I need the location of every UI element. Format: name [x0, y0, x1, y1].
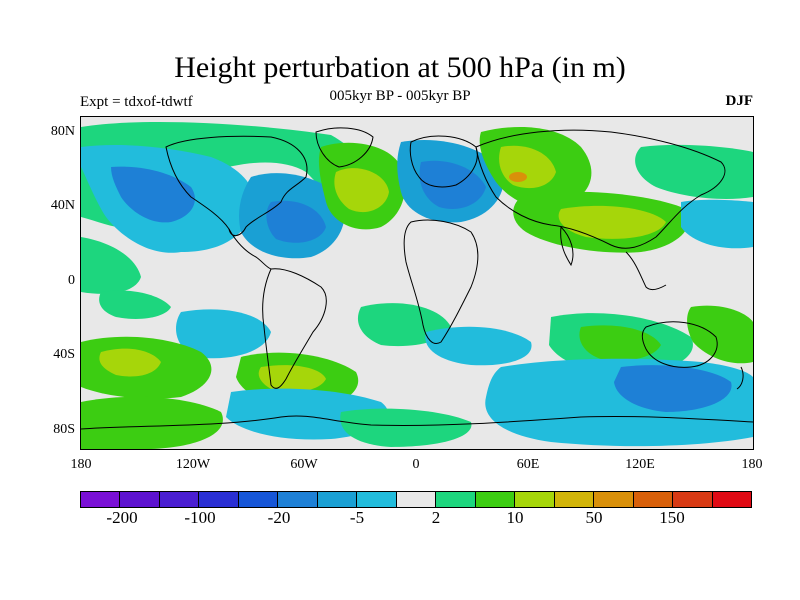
contour-south-atlantic-yellow [258, 365, 326, 392]
contour-europe-blue-dark [419, 160, 486, 209]
colorbar-label: 10 [506, 508, 524, 527]
colorbar-label: 2 [431, 508, 441, 527]
colorbar-swatch [554, 492, 595, 507]
colorbar-swatch [238, 492, 279, 507]
contour-so-blue-dark [614, 365, 732, 412]
x-tick-label: 180 [70, 457, 92, 472]
experiment-label: Expt = tdxof-tdwtf [80, 94, 193, 110]
colorbar-swatch [712, 492, 751, 507]
colorbar-swatch [199, 492, 239, 507]
contour-antarctic-green [81, 396, 223, 449]
contour-npac-teal [635, 144, 753, 199]
x-tick-label: 60W [290, 457, 318, 472]
colorbar-swatch [81, 492, 121, 507]
coast-central-america [228, 228, 272, 270]
contour-sa-blue [176, 309, 271, 359]
colorbar-swatch [120, 492, 160, 507]
plot-title: Height perturbation at 500 hPa (in m) [174, 51, 626, 84]
colorbar-label: 50 [585, 508, 603, 527]
coast-india [560, 225, 574, 267]
x-tick-label: 120W [175, 457, 211, 472]
x-tick-label: 120E [625, 457, 655, 472]
colorbar-swatch [278, 492, 318, 507]
coast-greenland [315, 127, 374, 168]
contour-atlantic-south-blue [425, 326, 532, 366]
colorbar-swatch [633, 492, 674, 507]
x-tick-label: 0 [412, 457, 420, 472]
colorbar-label: -100 [184, 508, 216, 527]
colorbar-swatch [594, 492, 634, 507]
colorbar-swatch [357, 492, 397, 507]
colorbar [80, 491, 752, 508]
colorbar-swatch [475, 492, 516, 507]
coast-africa [403, 219, 479, 344]
map-panel [80, 116, 754, 450]
contour-tropic-teal-left [99, 290, 171, 319]
contour-asia-orange [509, 172, 527, 182]
contour-china-yellow [558, 205, 666, 239]
y-tick-label: 40N [50, 198, 75, 213]
coast-europe [409, 135, 478, 188]
colorbar-swatch [515, 492, 555, 507]
colorbar-label: -200 [106, 508, 138, 527]
colorbar-label: -20 [267, 508, 291, 527]
x-tick-label: 60E [516, 457, 540, 472]
colorbar-swatch [396, 492, 437, 507]
x-tick-label: 180 [741, 457, 763, 472]
y-tick-label: 80N [50, 124, 75, 139]
coast-antarctica [81, 415, 753, 430]
map-svg [81, 117, 753, 449]
coastlines [81, 127, 753, 430]
plot-subtitle: 005kyr BP - 005kyr BP [329, 88, 471, 104]
contour-npac-blue [681, 199, 753, 249]
coast-australia [641, 321, 718, 368]
contour-sp-yellow [99, 348, 161, 377]
coast-south-america [262, 268, 327, 389]
contour-west-teal [81, 237, 141, 294]
contour-atlantic-yellow [334, 168, 389, 213]
coast-north-america [165, 135, 308, 236]
colorbar-label: -5 [349, 508, 365, 527]
coast-new-zealand [736, 366, 744, 390]
contour-io-green [579, 325, 661, 361]
y-tick-label: 40S [53, 347, 75, 362]
y-tick-label: 0 [68, 273, 75, 288]
coast-asia [475, 129, 726, 249]
colorbar-label: 150 [659, 508, 685, 527]
coast-se-asia [625, 251, 667, 291]
season-label: DJF [725, 93, 754, 109]
colorbar-swatch [436, 492, 476, 507]
colorbar-swatch [317, 492, 358, 507]
y-tick-label: 80S [53, 422, 75, 437]
contour-aus-green [687, 305, 753, 364]
contour-na-blue-dark [266, 200, 326, 243]
colorbar-swatch [159, 492, 200, 507]
colorbar-swatch [673, 492, 713, 507]
contour-pacific-blue-dark [111, 166, 195, 223]
contour-antarctic-teal [340, 408, 472, 447]
